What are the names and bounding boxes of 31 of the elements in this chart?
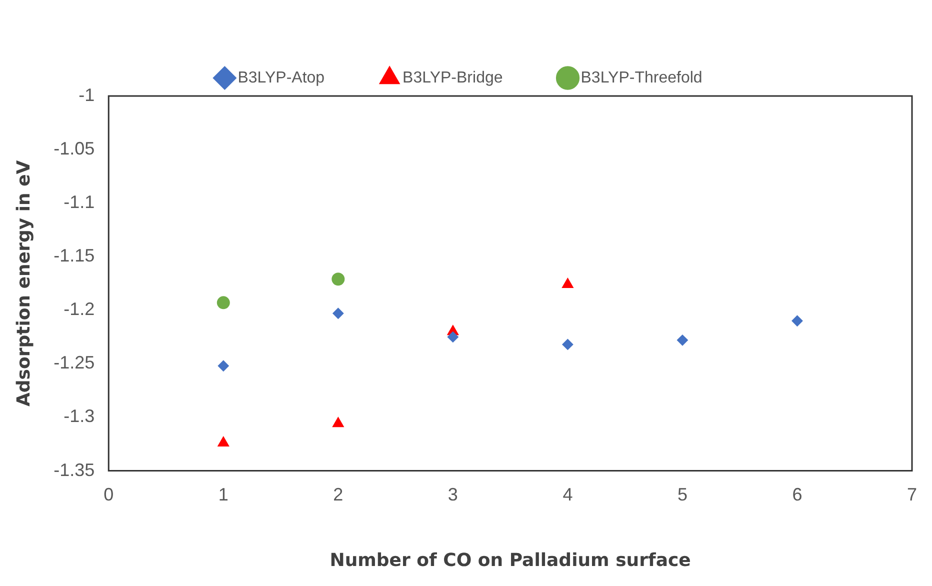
y-tick-label: -1.35 (54, 460, 95, 480)
legend-label: B3LYP-Bridge (402, 69, 503, 86)
x-axis-title: Number of CO on Palladium surface (330, 550, 691, 571)
x-tick-label: 4 (562, 484, 573, 505)
x-tick-label: 6 (792, 484, 802, 505)
y-tick-label: -1.25 (54, 352, 95, 373)
x-tick-label: 3 (448, 484, 458, 505)
point (218, 436, 230, 446)
point (676, 334, 688, 346)
point (332, 308, 344, 319)
point (562, 338, 574, 350)
legend-label: B3LYP-Threefold (580, 69, 702, 86)
y-tick-label: -1.2 (64, 299, 95, 320)
y-axis-title: Adsorption energy in eV (13, 160, 34, 407)
x-tick-label: 1 (218, 484, 228, 505)
x-tick-label: 0 (104, 484, 114, 505)
x-tick-label: 7 (906, 484, 918, 505)
point (218, 360, 229, 372)
legend-label: B3LYP-Atop (238, 69, 325, 86)
point (447, 331, 458, 342)
point (216, 296, 230, 310)
x-tick-label: 5 (677, 484, 688, 505)
x-tick-label: 2 (333, 484, 344, 505)
y-tick-label: -1.1 (64, 192, 95, 212)
y-tick-label: -1.05 (54, 138, 95, 159)
point (332, 417, 344, 428)
point (792, 315, 803, 326)
y-tick-label: -1.3 (64, 406, 95, 426)
point (332, 272, 345, 286)
y-tick-label: -1 (78, 84, 95, 105)
y-tick-label: -1.15 (54, 246, 95, 266)
